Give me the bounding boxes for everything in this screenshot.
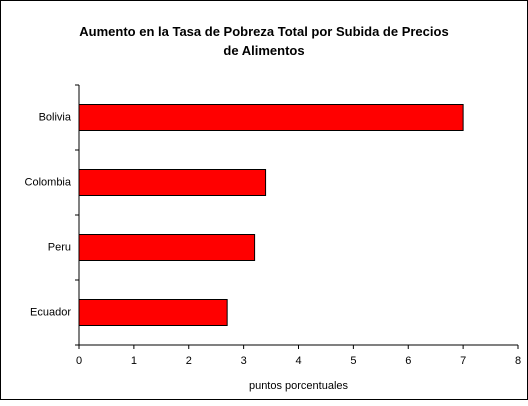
y-tick-label: Bolivia: [39, 111, 72, 123]
bar: [78, 299, 228, 326]
x-tick-label: 2: [186, 355, 192, 367]
x-tick-label: 4: [295, 355, 301, 367]
bar: [78, 104, 464, 131]
x-tick-label: 8: [515, 355, 521, 367]
x-tick-label: 1: [131, 355, 137, 367]
y-tick-label: Colombia: [25, 176, 72, 188]
bar: [78, 169, 267, 196]
y-tick-label: Peru: [48, 241, 71, 253]
y-tick-label: Ecuador: [30, 306, 71, 318]
x-tick-label: 6: [405, 355, 411, 367]
chart-title: Aumento en la Tasa de Pobreza Total por …: [79, 24, 449, 58]
x-tick-label: 5: [350, 355, 356, 367]
x-tick-label: 0: [76, 355, 82, 367]
x-tick-label: 3: [241, 355, 247, 367]
bar: [78, 234, 256, 261]
x-axis-label: puntos porcentuales: [249, 380, 349, 392]
x-tick-label: 7: [460, 355, 466, 367]
